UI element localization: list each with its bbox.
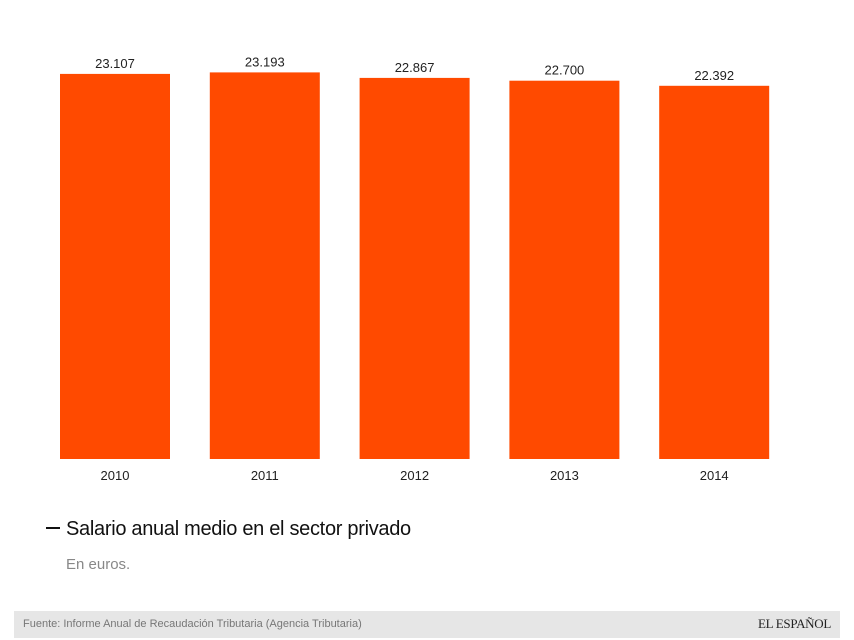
x-tick-label-2011: 2011 (251, 468, 279, 483)
x-axis-tick-labels: 2010 2011 2012 2013 2014 (101, 468, 729, 483)
bars-group (60, 72, 770, 460)
value-label-2012: 22.867 (395, 60, 435, 75)
bar-chart: 23.107 23.193 22.867 22.700 22.392 2010 2011 2… (60, 54, 770, 483)
chart-subtitle: En euros. (66, 556, 131, 573)
x-tick-label-2014: 2014 (700, 468, 729, 483)
source-note: Fuente: Informe Anual de Recaudación Tri… (23, 618, 362, 630)
title-dash-icon (46, 526, 60, 529)
chart-title: Salario anual medio en el sector privado (46, 518, 411, 541)
bar-2012 (359, 77, 470, 460)
footer-bar: Fuente: Informe Anual de Recaudación Tri… (14, 611, 840, 638)
bar-2011 (209, 72, 320, 460)
value-label-2014: 22.392 (694, 68, 734, 83)
x-tick-label-2012: 2012 (400, 468, 429, 483)
bar-2013 (509, 80, 620, 459)
value-label-2013: 22.700 (545, 63, 585, 78)
x-tick-label-2010: 2010 (101, 468, 130, 483)
value-label-2011: 23.193 (245, 54, 285, 69)
value-label-2010: 23.107 (95, 56, 135, 71)
bar-2014 (659, 85, 770, 460)
chart-title-text: Salario anual medio en el sector privado (66, 518, 411, 540)
brand-logo: EL ESPAÑOL (758, 616, 831, 631)
x-tick-label-2013: 2013 (550, 468, 579, 483)
bar-2010 (60, 73, 170, 460)
value-labels-group: 23.107 23.193 22.867 22.700 22.392 (95, 54, 734, 82)
